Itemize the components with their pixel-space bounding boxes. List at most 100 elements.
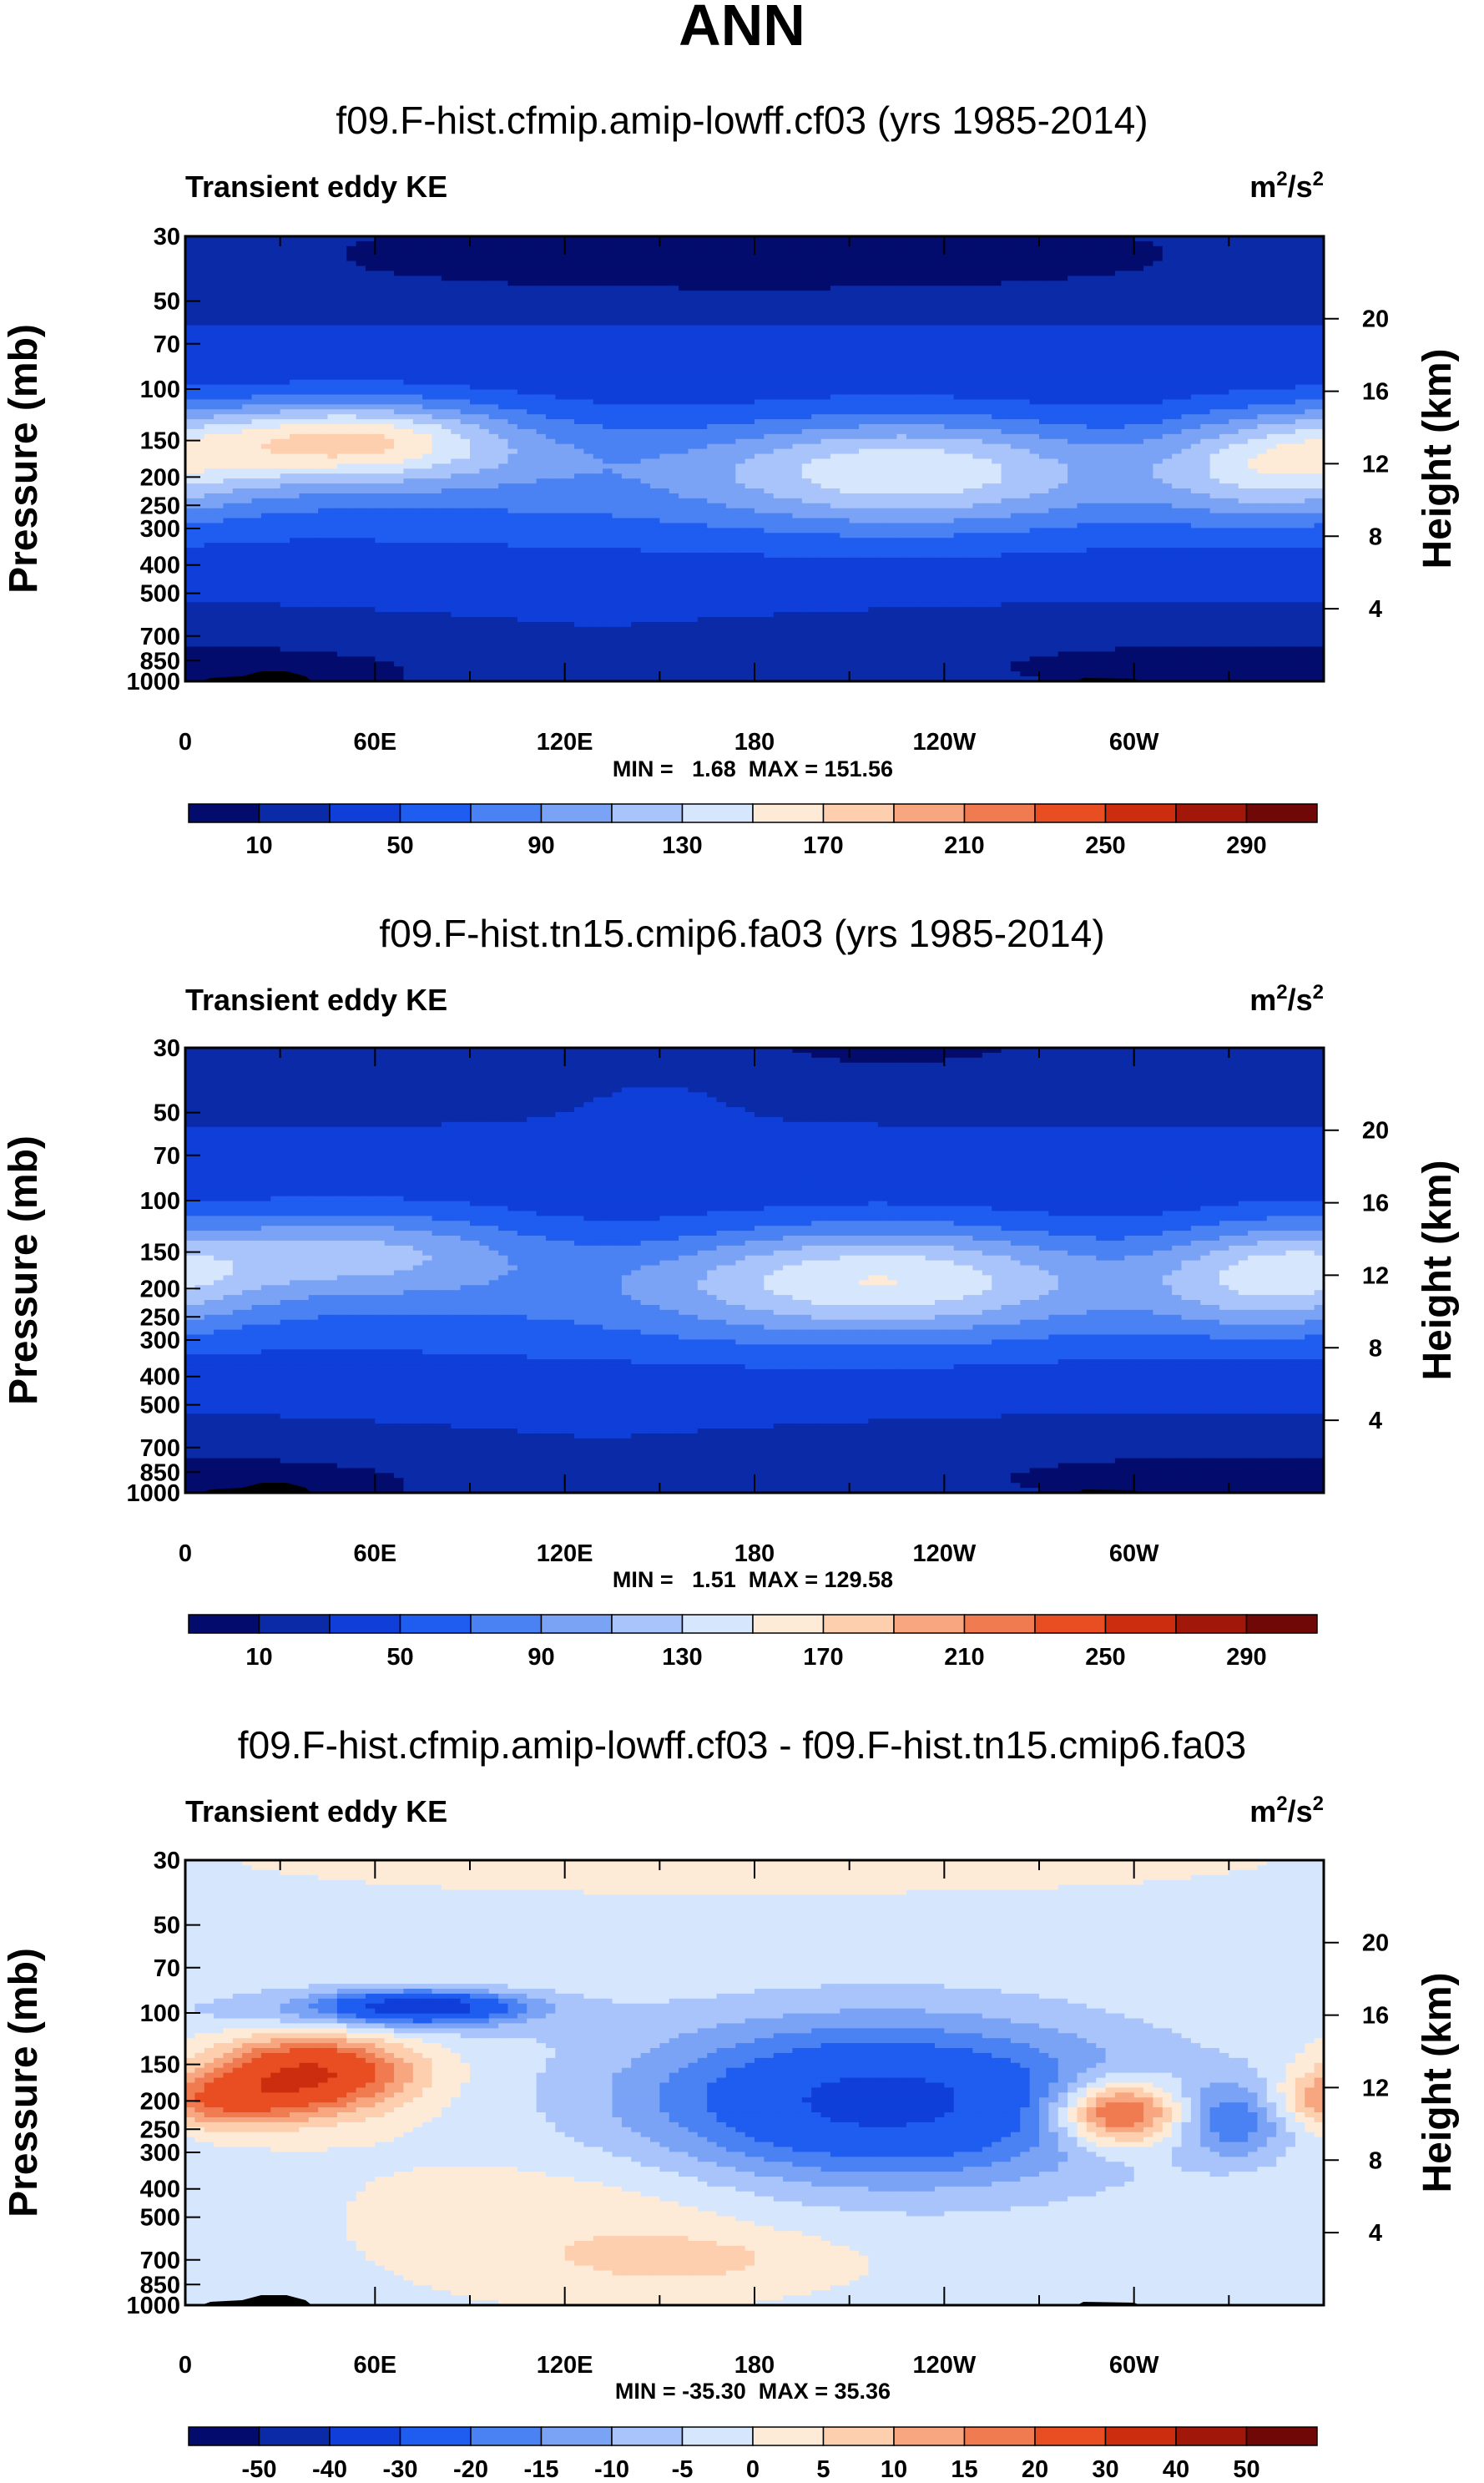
heatmap-cell	[1134, 256, 1144, 262]
heatmap-cell	[1096, 266, 1106, 272]
heatmap-cell	[1011, 246, 1021, 252]
heatmap-cell	[764, 271, 774, 276]
heatmap-cell	[1124, 271, 1134, 276]
heatmap-cell	[270, 246, 280, 252]
heatmap-cell	[470, 271, 480, 276]
heatmap-cell	[385, 266, 395, 272]
heatmap-cell	[868, 266, 878, 272]
heatmap-cell	[603, 251, 613, 257]
heatmap-cell	[963, 256, 973, 262]
heatmap-cell	[346, 256, 356, 262]
heatmap-cell	[1020, 286, 1030, 291]
heatmap-cell	[1276, 286, 1286, 291]
heatmap-cell	[280, 266, 290, 272]
heatmap-cell	[1163, 281, 1173, 286]
heatmap-cell	[527, 256, 537, 262]
heatmap-cell	[735, 286, 745, 291]
heatmap-cell	[356, 281, 366, 286]
heatmap-cell	[850, 256, 860, 262]
heatmap-cell	[1229, 276, 1239, 281]
heatmap-cell	[422, 286, 432, 291]
heatmap-cell	[792, 256, 802, 262]
heatmap-cell	[318, 291, 328, 296]
heatmap-cell	[641, 251, 651, 257]
heatmap-cell	[850, 291, 860, 296]
heatmap-cell	[1048, 281, 1058, 286]
heatmap-cell	[489, 261, 499, 267]
heatmap-cell	[1115, 271, 1125, 276]
heatmap-cell	[1239, 271, 1249, 276]
heatmap-cell	[328, 286, 338, 291]
heatmap-cell	[963, 241, 973, 247]
heatmap-cell	[461, 256, 471, 262]
heatmap-cell	[992, 266, 1002, 272]
heatmap-cell	[346, 266, 356, 272]
heatmap-cell	[926, 246, 936, 252]
heatmap-cell	[403, 276, 413, 281]
heatmap-cell	[745, 241, 755, 247]
heatmap-cell	[1239, 266, 1249, 272]
heatmap-cell	[774, 281, 784, 286]
heatmap-cell	[659, 291, 669, 296]
heatmap-cell	[679, 286, 689, 291]
heatmap-cell	[498, 246, 508, 252]
heatmap-cell	[935, 256, 945, 262]
heatmap-cell	[593, 286, 603, 291]
heatmap-cell	[830, 286, 840, 291]
heatmap-cell	[821, 266, 831, 272]
heatmap-cell	[1143, 261, 1153, 267]
heatmap-cell	[1295, 251, 1305, 257]
heatmap-cell	[270, 256, 280, 262]
heatmap-cell	[422, 281, 432, 286]
heatmap-cell	[717, 271, 727, 276]
heatmap-cell	[517, 286, 527, 291]
heatmap-cell	[1048, 261, 1058, 267]
heatmap-cell	[1295, 276, 1305, 281]
heatmap-cell	[328, 261, 338, 267]
heatmap-cell	[887, 241, 897, 247]
heatmap-cell	[1248, 286, 1258, 291]
heatmap-cell	[631, 276, 641, 281]
heatmap-cell	[328, 246, 338, 252]
heatmap-cell	[650, 281, 660, 286]
heatmap-cell	[555, 281, 565, 286]
heatmap-cell	[878, 241, 888, 247]
heatmap-cell	[1077, 276, 1087, 281]
heatmap-cell	[1267, 266, 1277, 272]
heatmap-cell	[641, 266, 651, 272]
heatmap-cell	[669, 246, 679, 252]
heatmap-cell	[954, 251, 964, 257]
heatmap-cell	[840, 261, 850, 267]
heatmap-cell	[442, 271, 452, 276]
heatmap-cell	[479, 271, 489, 276]
heatmap-cell	[859, 271, 869, 276]
heatmap-cell	[698, 256, 708, 262]
heatmap-cell	[792, 286, 802, 291]
heatmap-cell	[1068, 266, 1078, 272]
heatmap-cell	[451, 276, 461, 281]
heatmap-cell	[992, 281, 1002, 286]
heatmap-cell	[1191, 256, 1201, 262]
heatmap-cell	[603, 286, 613, 291]
heatmap-cell	[583, 281, 593, 286]
heatmap-cell	[1163, 241, 1173, 247]
heatmap-cell	[489, 266, 499, 272]
heatmap-cell	[1106, 286, 1116, 291]
heatmap-cell	[1087, 276, 1097, 281]
heatmap-cell	[432, 261, 442, 267]
heatmap-cell	[1191, 241, 1201, 247]
heatmap-cell	[527, 261, 537, 267]
heatmap-cell	[1143, 271, 1153, 276]
heatmap-cell	[366, 276, 376, 281]
heatmap-cell	[868, 256, 878, 262]
heatmap-cell	[1229, 286, 1239, 291]
heatmap-cell	[185, 281, 195, 286]
heatmap-cell	[432, 241, 442, 247]
heatmap-cell	[498, 286, 508, 291]
heatmap-cell	[517, 241, 527, 247]
heatmap-cell	[669, 281, 679, 286]
heatmap-cell	[194, 246, 204, 252]
heatmap-cell	[1229, 256, 1239, 262]
heatmap-cell	[745, 271, 755, 276]
heatmap-cell	[1153, 251, 1163, 257]
